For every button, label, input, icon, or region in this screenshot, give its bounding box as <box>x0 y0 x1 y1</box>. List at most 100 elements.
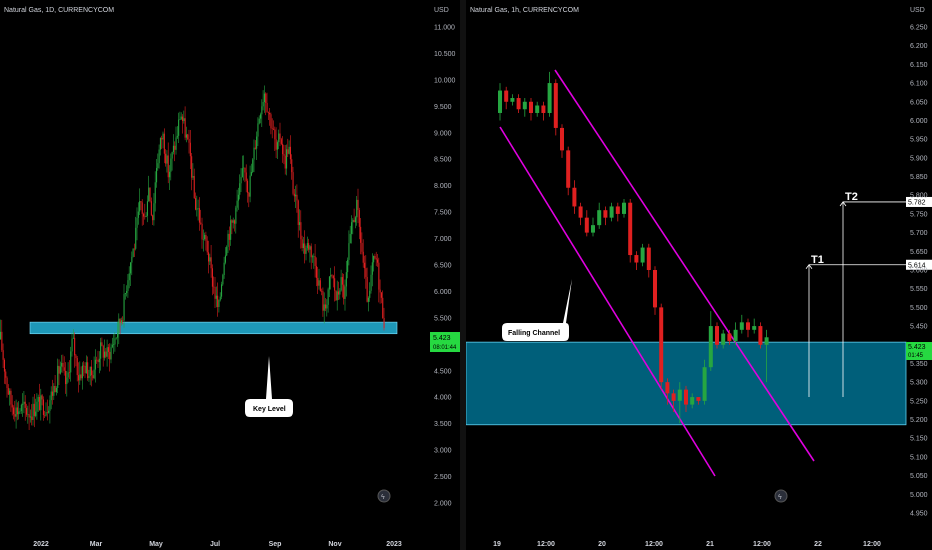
daily-candle-body <box>182 116 184 121</box>
daily-candle-body <box>215 295 217 299</box>
hourly-x-tick: 12:00 <box>753 541 771 548</box>
hourly-candles <box>498 71 769 424</box>
daily-candle-body <box>221 284 223 297</box>
hourly-y-tick: 6.100 <box>910 81 928 88</box>
hourly-x-tick: 12:00 <box>863 541 881 548</box>
daily-y-tick: 7.500 <box>434 210 452 217</box>
daily-candle-body <box>61 362 63 367</box>
hourly-y-tick: 5.800 <box>910 193 928 200</box>
key-level-label: Key Level <box>253 406 286 413</box>
daily-candle-body <box>118 318 120 334</box>
daily-candle-body <box>0 331 2 340</box>
daily-candle-body <box>344 286 346 299</box>
daily-candle-body <box>143 213 145 217</box>
daily-candle-body <box>313 256 315 257</box>
daily-candle-body <box>171 152 173 159</box>
daily-y-tick: 2.500 <box>434 474 452 481</box>
hourly-candle-body <box>634 255 639 263</box>
hourly-candle-body <box>504 90 509 102</box>
daily-candle-body <box>263 93 265 102</box>
hourly-candle-body <box>727 333 732 342</box>
daily-candle-body <box>378 262 380 290</box>
daily-candle-body <box>54 385 56 393</box>
daily-candle-body <box>179 119 181 120</box>
daily-candle-body <box>327 289 329 305</box>
daily-candle-body <box>163 133 165 154</box>
daily-candle-body <box>96 359 98 361</box>
daily-candle-body <box>332 275 334 279</box>
hourly-candle-body <box>615 206 620 214</box>
hourly-candle-body <box>591 225 595 233</box>
hourly-y-tick: 5.650 <box>910 249 928 256</box>
panel-divider <box>460 0 466 550</box>
daily-candle-body <box>366 276 368 302</box>
daily-candle-body <box>94 359 96 370</box>
daily-candle-body <box>70 351 72 373</box>
daily-candle-body <box>66 377 68 385</box>
hourly-candle-body <box>746 322 750 330</box>
daily-candle-body <box>111 344 113 348</box>
daily-candle-body <box>218 300 220 308</box>
hourly-y-tick: 5.450 <box>910 324 928 331</box>
hourly-candle-body <box>584 217 589 233</box>
daily-candle-body <box>83 365 85 367</box>
hourly-candle-body <box>659 307 664 383</box>
daily-candle-body <box>198 208 200 223</box>
daily-candle-body <box>50 391 52 401</box>
demand-zone <box>466 341 907 426</box>
daily-candle-body <box>166 155 168 164</box>
daily-candle-body <box>11 404 13 408</box>
daily-y-tick: 6.500 <box>434 263 452 270</box>
daily-candle-body <box>153 203 155 221</box>
hourly-x-tick: 20 <box>598 541 606 548</box>
daily-candle-body <box>152 215 154 221</box>
daily-candle-body <box>84 365 86 374</box>
hourly-chart[interactable]: T1 5.614 T2 5.782 6.250 6.200 6.150 6.100 6.050… <box>466 0 932 550</box>
daily-y-tick: 7.000 <box>434 236 452 243</box>
hourly-y-tick: 5.200 <box>910 417 928 424</box>
daily-candle-body <box>274 129 276 140</box>
daily-candle-body <box>191 156 193 178</box>
lightning-icon[interactable]: ϟ <box>377 489 391 503</box>
daily-candle-body <box>374 255 376 259</box>
daily-candle-body <box>345 272 347 287</box>
daily-candle-body <box>273 128 275 130</box>
daily-chart-svg: 11.000 10.500 10.000 9.500 9.000 8.500 8.000 7.… <box>0 7 460 548</box>
daily-y-tick: 2.000 <box>434 501 452 508</box>
target-price-box <box>906 196 932 207</box>
daily-candle-body <box>241 168 243 178</box>
daily-candle-body <box>209 257 211 262</box>
daily-candle-body <box>323 304 325 311</box>
daily-candle-body <box>35 411 37 416</box>
daily-candle-body <box>235 207 237 224</box>
falling-channel-callout: Falling Channel <box>502 279 572 341</box>
daily-y-tick: 6.000 <box>434 289 452 296</box>
hourly-y-tick: 5.900 <box>910 155 928 162</box>
hourly-candle-body <box>628 202 633 256</box>
daily-candle-body <box>13 407 15 415</box>
daily-candle-body <box>213 286 215 288</box>
daily-candle-body <box>234 220 236 224</box>
hourly-y-tick: 5.100 <box>910 454 928 461</box>
daily-candle-body <box>358 209 360 227</box>
daily-chart[interactable]: 11.000 10.500 10.000 9.500 9.000 8.500 8.000 7.… <box>0 0 460 550</box>
daily-candle-body <box>339 290 341 295</box>
daily-candle-body <box>335 290 337 301</box>
daily-x-tick: Sep <box>269 541 282 548</box>
lightning-icon-right[interactable]: ϟ <box>774 489 788 503</box>
daily-candle-body <box>237 194 239 201</box>
daily-candle-body <box>2 350 4 360</box>
daily-candle-body <box>297 200 299 225</box>
hourly-candle-body <box>553 83 558 128</box>
daily-candle-body <box>52 391 54 396</box>
daily-candle-body <box>227 233 229 247</box>
daily-candle-body <box>244 167 246 173</box>
daily-candle-body <box>249 175 251 197</box>
hourly-chart-title: Natural Gas, 1h, CURRENCYCOM <box>470 7 579 14</box>
daily-candle-body <box>71 338 73 352</box>
daily-candle-body <box>197 208 199 209</box>
daily-candle-body <box>172 145 174 153</box>
daily-candle-body <box>68 372 70 373</box>
daily-y-tick: 5.500 <box>434 315 452 322</box>
hourly-candle-body <box>541 105 546 113</box>
